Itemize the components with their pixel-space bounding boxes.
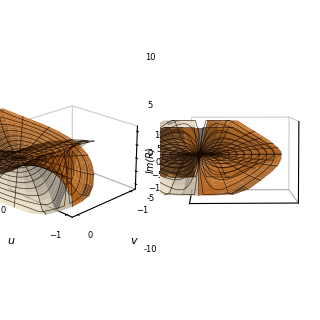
Text: -5: -5	[146, 194, 155, 203]
Text: -10: -10	[144, 245, 157, 254]
Text: 5: 5	[148, 101, 153, 110]
X-axis label: u: u	[8, 236, 15, 246]
Text: 0: 0	[148, 149, 153, 158]
Text: Im(R): Im(R)	[145, 147, 156, 173]
Text: 10: 10	[145, 53, 156, 62]
Y-axis label: v: v	[130, 236, 137, 246]
